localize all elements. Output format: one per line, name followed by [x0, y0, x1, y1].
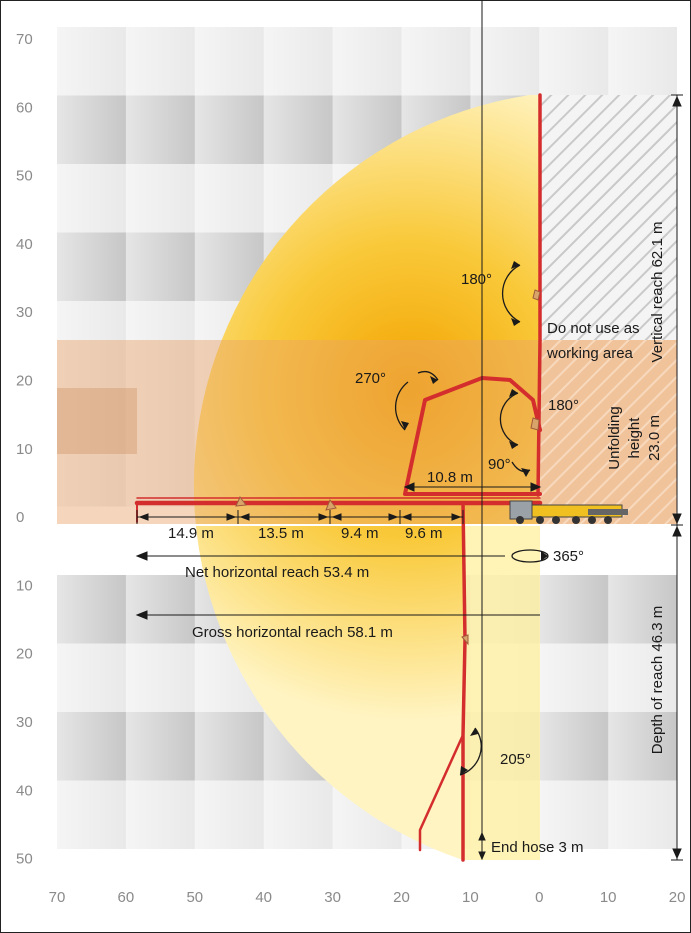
x-tick-label: 40 [255, 889, 272, 906]
angle-270-label: 270° [355, 370, 386, 387]
rotation-arrowheads [401, 261, 548, 775]
segment-length-label: 14.9 m [168, 525, 214, 542]
vertical-reach-label: Vertical reach 62.1 m [649, 222, 666, 363]
unfolding-label-1: Unfolding [606, 406, 623, 469]
y-tick-label: 50 [16, 851, 33, 868]
unfolding-hatched-area [540, 340, 677, 525]
gross-reach-label: Gross horizontal reach 58.1 m [192, 624, 393, 641]
x-tick-label: 60 [118, 889, 135, 906]
segment-length-label: 9.4 m [341, 525, 379, 542]
do-not-use-label-1: Do not use as [547, 320, 640, 337]
angle-180-upper-label: 180° [461, 271, 492, 288]
boom-arm-label: 10.8 m [427, 469, 473, 486]
grid-column [57, 27, 126, 860]
y-tick-label: 30 [16, 304, 33, 321]
y-tick-label: 60 [16, 99, 33, 116]
unfolding-label-2: height [626, 417, 643, 459]
y-tick-label: 10 [16, 577, 33, 594]
depth-reach-label: Depth of reach 46.3 m [649, 606, 666, 754]
rotation-arrows [394, 264, 549, 776]
x-tick-label: 20 [393, 889, 410, 906]
boom-vertical [536, 93, 542, 497]
boom-down [461, 501, 467, 862]
grid-column [125, 27, 195, 860]
angle-205-label: 205° [500, 751, 531, 768]
unfolding-height-band-dark [57, 388, 137, 454]
truck [509, 500, 628, 524]
reach-envelope [193, 95, 540, 860]
segment-length-label: 13.5 m [258, 525, 304, 542]
y-tick-label: 20 [16, 646, 33, 663]
x-tick-label: 10 [462, 889, 479, 906]
x-tick-label: 20 [669, 889, 686, 906]
angle-180-lower-label: 180° [548, 397, 579, 414]
y-tick-label: 50 [16, 168, 33, 185]
do-not-use-area [540, 95, 677, 340]
boom-joints [235, 289, 541, 646]
y-tick-label: 70 [16, 31, 33, 48]
angle-365-label: 365° [553, 548, 584, 565]
y-tick-label: 0 [16, 509, 24, 526]
y-tick-label: 20 [16, 373, 33, 390]
y-tick-label: 40 [16, 782, 33, 799]
x-tick-label: 50 [186, 889, 203, 906]
boom-205 [418, 733, 465, 852]
x-tick-label: 10 [600, 889, 617, 906]
x-tick-label: 0 [535, 889, 543, 906]
net-reach-label: Net horizontal reach 53.4 m [185, 564, 369, 581]
y-tick-label: 10 [16, 441, 33, 458]
unfolding-label-3: 23.0 m [646, 415, 663, 461]
y-tick-label: 40 [16, 236, 33, 253]
x-tick-label: 70 [49, 889, 66, 906]
do-not-use-label-2: working area [546, 345, 634, 362]
x-tick-label: 30 [324, 889, 341, 906]
angle-90-label: 90° [488, 456, 511, 473]
segment-length-label: 9.6 m [405, 525, 443, 542]
end-hose-label: End hose 3 m [491, 839, 584, 856]
dimension-lines [135, 0, 683, 861]
y-tick-label: 30 [16, 714, 33, 731]
